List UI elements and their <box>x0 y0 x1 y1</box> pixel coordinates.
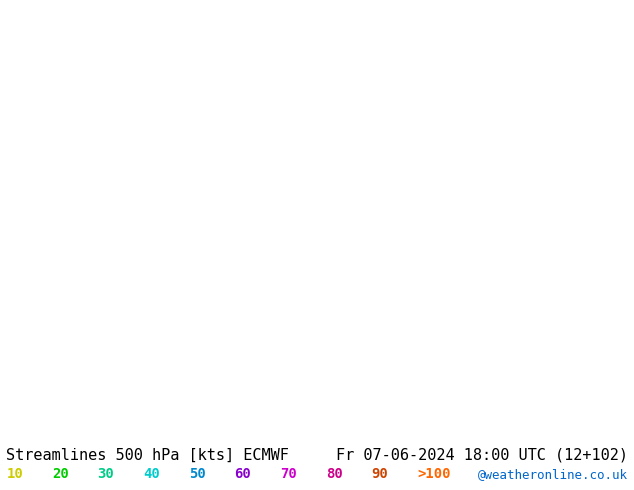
Text: 30: 30 <box>98 467 114 481</box>
Text: 50: 50 <box>189 467 205 481</box>
Text: @weatheronline.co.uk: @weatheronline.co.uk <box>477 468 628 481</box>
Text: 20: 20 <box>52 467 68 481</box>
Text: >100: >100 <box>417 467 451 481</box>
Text: 90: 90 <box>372 467 388 481</box>
Text: Fr 07-06-2024 18:00 UTC (12+102): Fr 07-06-2024 18:00 UTC (12+102) <box>335 448 628 463</box>
Text: 60: 60 <box>235 467 251 481</box>
Text: Streamlines 500 hPa [kts] ECMWF: Streamlines 500 hPa [kts] ECMWF <box>6 448 289 463</box>
Text: 80: 80 <box>326 467 342 481</box>
Text: 70: 70 <box>280 467 297 481</box>
Text: 40: 40 <box>143 467 160 481</box>
Text: 10: 10 <box>6 467 23 481</box>
